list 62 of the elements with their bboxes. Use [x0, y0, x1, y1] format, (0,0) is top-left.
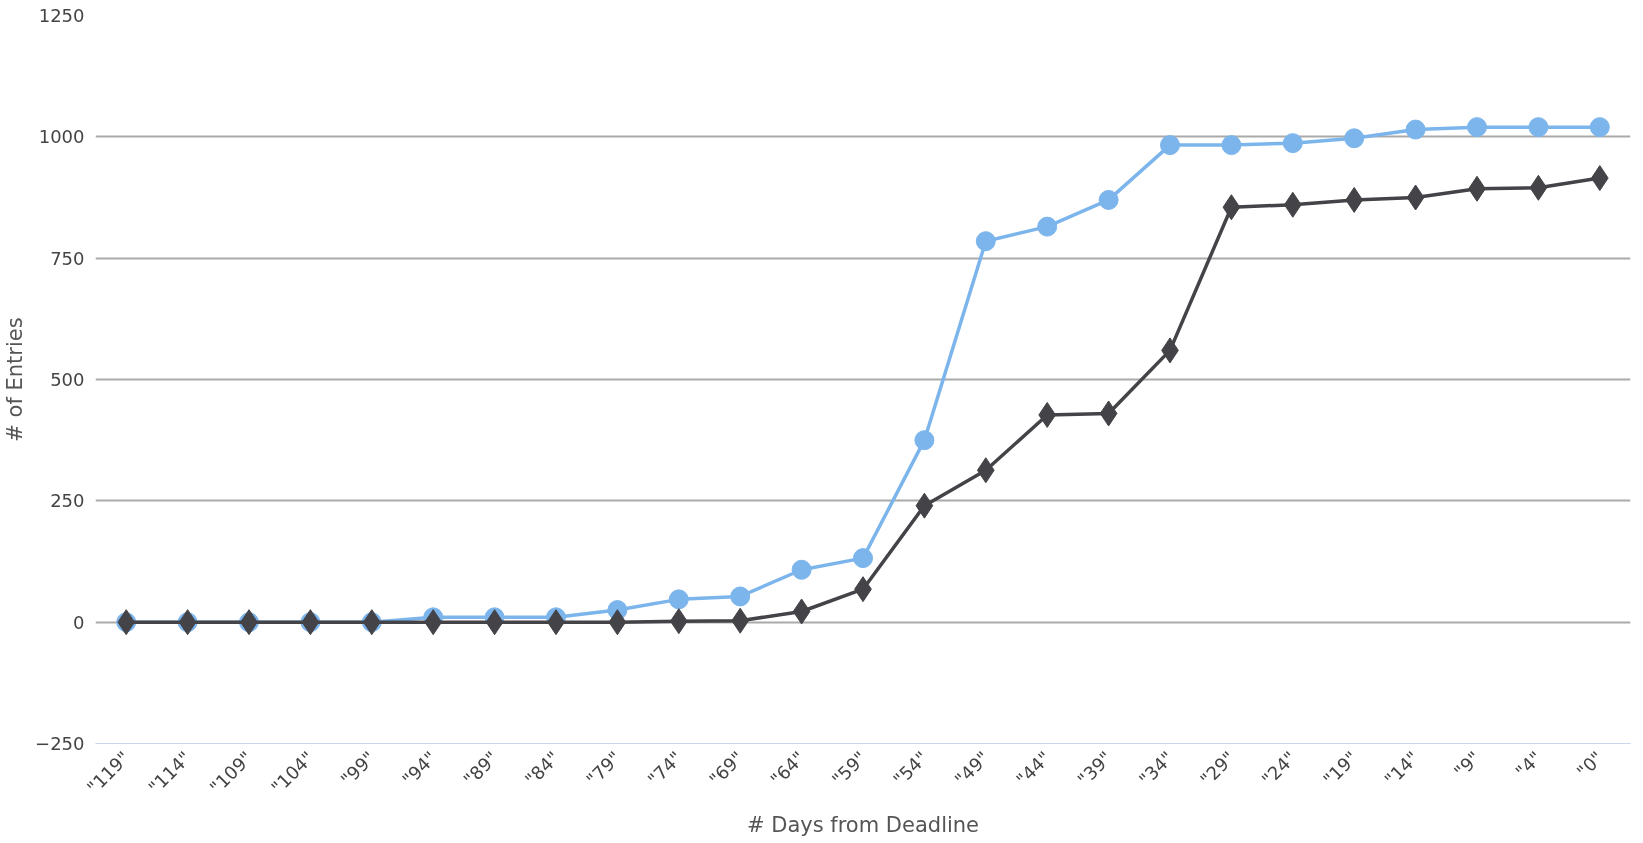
x-tick-label: "74" [643, 747, 687, 790]
x-tick-label: "54" [889, 747, 932, 790]
point [792, 598, 811, 625]
point [1098, 189, 1119, 210]
x-tick-label: "79" [582, 747, 625, 790]
x-tick-label: "39" [1073, 747, 1117, 790]
x-tick-label: "9" [1449, 747, 1485, 782]
x-tick-label: "59" [827, 747, 871, 790]
y-tick-label: 500 [50, 369, 85, 390]
point [730, 586, 751, 607]
point [1038, 401, 1057, 428]
x-tick-label: "99" [336, 747, 380, 790]
point [1528, 117, 1549, 138]
y-tick-label: 750 [50, 247, 85, 269]
y-axis-title: # of Entries [3, 317, 28, 442]
point [424, 609, 443, 636]
point [1222, 194, 1241, 221]
point [1345, 186, 1364, 213]
point [608, 609, 627, 636]
y-tick-label: −250 [35, 733, 85, 754]
point [1344, 128, 1365, 149]
x-tick-label: "14" [1380, 747, 1424, 790]
y-tick-label: 250 [50, 490, 85, 512]
point [668, 589, 689, 610]
x-tick-label: "24" [1257, 747, 1301, 790]
point [1529, 174, 1548, 201]
point [1283, 191, 1302, 218]
point [976, 457, 995, 484]
point [1589, 117, 1610, 138]
x-tick-label: "64" [766, 747, 810, 790]
point [791, 559, 812, 580]
y-tick-label: 0 [73, 611, 85, 633]
point [1221, 135, 1242, 156]
x-axis-title: # Days from Deadline [746, 813, 980, 838]
x-tick-label: "0" [1572, 747, 1608, 782]
x-tick-label: "69" [704, 747, 748, 790]
x-tick-label: "19" [1318, 747, 1362, 790]
point [914, 430, 935, 451]
x-tick-label: "89" [459, 747, 503, 790]
point [1160, 135, 1180, 156]
point [1099, 400, 1118, 427]
point [975, 231, 996, 252]
x-tick-label: "84" [520, 747, 564, 790]
point [669, 608, 688, 635]
point [1405, 119, 1426, 140]
point [1406, 184, 1425, 211]
point [485, 609, 504, 636]
x-tick-label: "94" [397, 747, 441, 790]
x-tick-label: "29" [1196, 747, 1239, 790]
y-tick-label: 1250 [38, 5, 85, 26]
point [915, 492, 934, 519]
x-tick-label: "4" [1511, 747, 1546, 782]
point [731, 607, 750, 634]
point [1282, 133, 1303, 154]
point [1590, 165, 1609, 192]
x-tick-label: "34" [1134, 747, 1178, 790]
y-tick-label: 1000 [38, 126, 85, 148]
x-tick-label: "44" [1011, 747, 1055, 790]
point [1037, 216, 1058, 237]
point [1467, 117, 1487, 138]
x-tick-label: "49" [950, 747, 994, 790]
point [853, 548, 873, 569]
